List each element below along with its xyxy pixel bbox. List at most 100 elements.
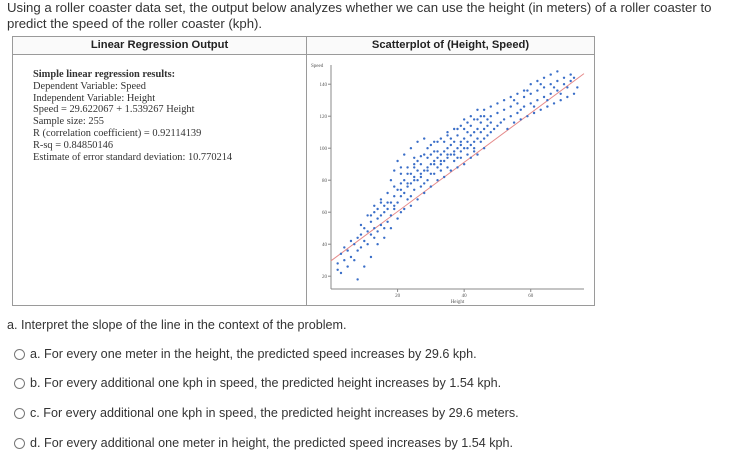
data-point xyxy=(556,89,559,92)
data-point xyxy=(542,86,546,89)
data-point xyxy=(432,140,436,143)
data-point xyxy=(522,105,526,108)
data-point xyxy=(416,159,419,163)
data-point xyxy=(396,188,399,191)
data-point xyxy=(406,185,409,188)
data-point xyxy=(462,147,466,150)
answer-option-b[interactable]: b. For every additional one kph in speed… xyxy=(14,374,501,392)
data-point xyxy=(456,147,459,150)
data-point xyxy=(383,236,386,239)
data-point xyxy=(386,220,389,223)
data-point xyxy=(359,223,363,227)
data-point xyxy=(489,131,492,134)
data-point xyxy=(452,153,456,156)
data-point xyxy=(489,105,492,108)
results-line: R (correlation coefficient) = 0.92114139 xyxy=(33,127,202,139)
data-point xyxy=(466,121,469,124)
data-point xyxy=(442,175,446,179)
radio-button[interactable] xyxy=(14,348,25,360)
data-point xyxy=(449,153,453,156)
data-point xyxy=(363,239,366,243)
data-point xyxy=(482,108,486,111)
data-point xyxy=(532,105,536,108)
y-tick-label: 120 xyxy=(320,115,328,120)
data-point xyxy=(536,89,539,92)
x-tick-label: 60 xyxy=(528,294,534,299)
data-point xyxy=(376,230,379,233)
data-point xyxy=(522,89,526,92)
data-point xyxy=(452,127,456,131)
data-point xyxy=(409,204,413,207)
data-point xyxy=(409,195,413,198)
data-point xyxy=(423,191,426,195)
data-point xyxy=(476,137,479,140)
data-point xyxy=(506,127,509,131)
data-point xyxy=(536,99,539,102)
data-point xyxy=(366,243,369,246)
data-point xyxy=(542,95,546,99)
data-point xyxy=(416,140,419,143)
results-line: Independent Variable: Height xyxy=(33,92,156,104)
answer-option-label: c. For every additional one kph in speed… xyxy=(30,406,519,420)
radio-button[interactable] xyxy=(14,407,25,419)
data-point xyxy=(359,246,363,249)
data-point xyxy=(536,79,539,83)
data-point xyxy=(489,115,492,118)
question-prompt: a. Interpret the slope of the line in th… xyxy=(7,318,347,332)
data-point xyxy=(516,92,519,95)
data-point xyxy=(409,182,413,185)
data-point xyxy=(406,198,409,201)
data-point xyxy=(426,169,429,172)
data-point xyxy=(436,179,439,182)
data-point xyxy=(373,236,376,239)
data-point xyxy=(386,207,389,211)
radio-button[interactable] xyxy=(14,437,25,449)
output-panel: Linear Regression Output Simple linear r… xyxy=(12,36,595,306)
data-point xyxy=(386,201,389,204)
data-point xyxy=(389,214,393,217)
data-point xyxy=(432,163,436,166)
data-point xyxy=(532,111,536,115)
answer-option-d[interactable]: d. For every additional one meter in hei… xyxy=(14,434,513,452)
data-point xyxy=(386,191,389,195)
data-point xyxy=(559,92,562,95)
data-point xyxy=(399,195,403,198)
data-point xyxy=(413,156,416,159)
data-point xyxy=(336,262,339,265)
data-point xyxy=(486,118,489,121)
data-point xyxy=(572,76,576,79)
data-point xyxy=(486,124,489,128)
data-point xyxy=(469,124,473,128)
data-point xyxy=(406,172,409,175)
data-point xyxy=(449,137,453,140)
answer-option-a[interactable]: a. For every one meter in the height, th… xyxy=(14,345,477,363)
radio-button[interactable] xyxy=(14,377,25,389)
data-point xyxy=(482,127,486,131)
data-point xyxy=(436,150,439,153)
data-point xyxy=(472,140,476,143)
data-point xyxy=(373,227,376,230)
data-point xyxy=(413,163,416,166)
data-point xyxy=(476,108,479,111)
answer-option-c[interactable]: c. For every additional one kph in speed… xyxy=(14,404,519,422)
data-point xyxy=(393,204,396,207)
data-point xyxy=(476,127,479,131)
data-point xyxy=(549,73,552,76)
data-point xyxy=(346,249,349,252)
y-tick-label: 60 xyxy=(322,211,328,216)
data-point xyxy=(492,127,496,131)
data-point xyxy=(399,211,403,214)
data-point xyxy=(539,83,542,86)
data-point xyxy=(416,179,419,182)
data-point xyxy=(356,278,359,281)
data-point xyxy=(472,147,476,150)
data-point xyxy=(416,198,419,201)
data-point xyxy=(442,140,446,143)
data-point xyxy=(509,115,512,118)
results-line: R-sq = 0.84850146 xyxy=(33,139,114,151)
data-point xyxy=(436,156,439,159)
data-point xyxy=(383,211,386,214)
data-point xyxy=(496,102,499,105)
y-tick-label: 20 xyxy=(322,275,328,280)
data-point xyxy=(452,150,456,153)
